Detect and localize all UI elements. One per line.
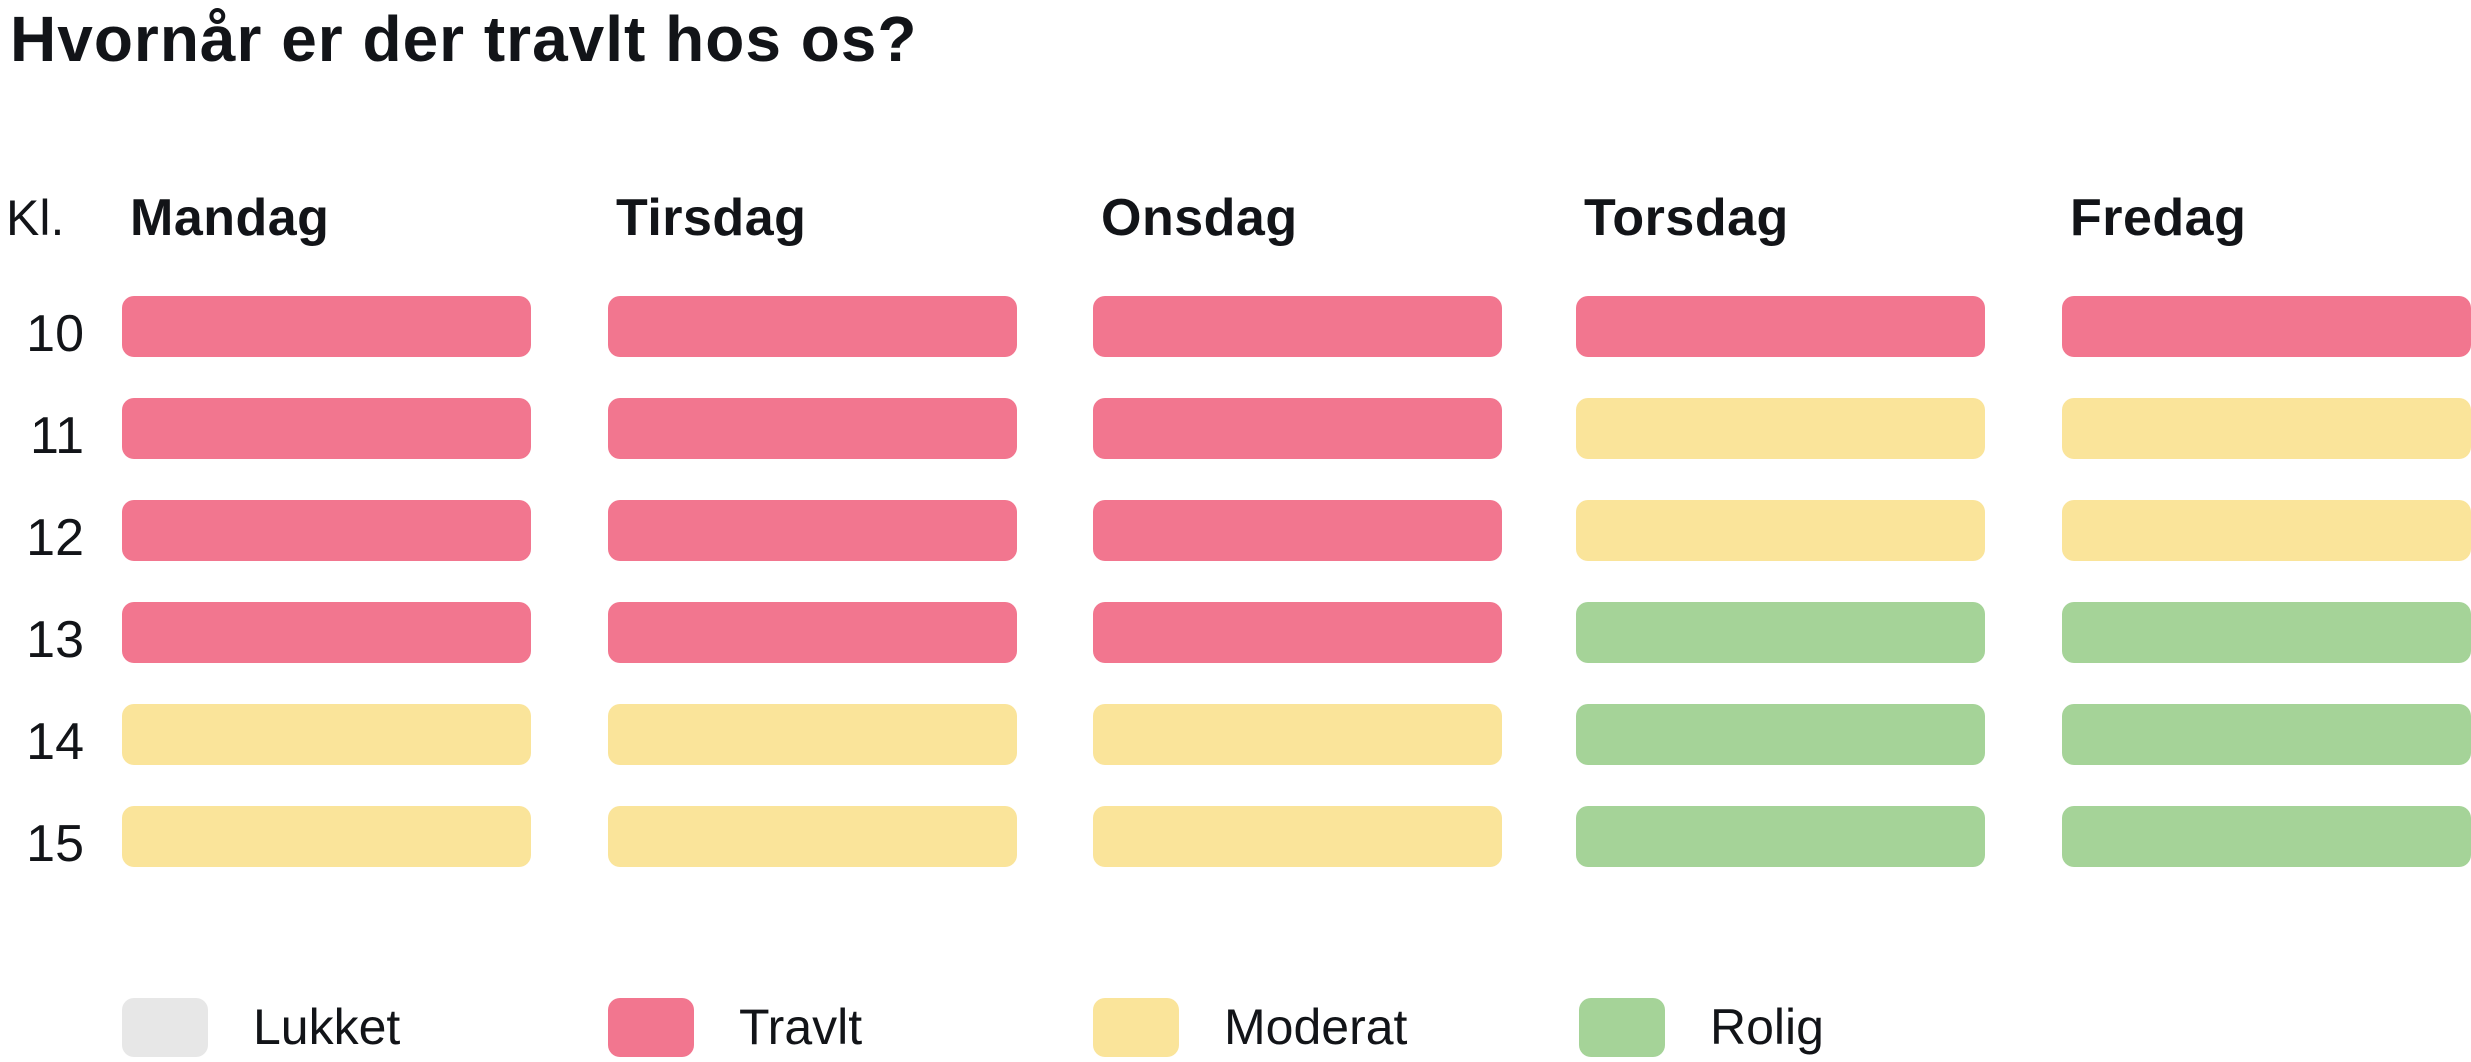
cell-fredag-10-travlt bbox=[2062, 296, 2471, 357]
cell-torsdag-11-moderat bbox=[1576, 398, 1985, 459]
cell-onsdag-11-travlt bbox=[1093, 398, 1502, 459]
cell-tirsdag-14-moderat bbox=[608, 704, 1017, 765]
cell-fredag-14-rolig bbox=[2062, 704, 2471, 765]
cell-onsdag-14-moderat bbox=[1093, 704, 1502, 765]
cell-fredag-11-moderat bbox=[2062, 398, 2471, 459]
cell-onsdag-12-travlt bbox=[1093, 500, 1502, 561]
hour-label-10: 10 bbox=[26, 305, 84, 363]
cell-tirsdag-15-moderat bbox=[608, 806, 1017, 867]
cell-tirsdag-11-travlt bbox=[608, 398, 1017, 459]
cell-mandag-10-travlt bbox=[122, 296, 531, 357]
day-header-tirsdag: Tirsdag bbox=[616, 189, 807, 247]
cell-torsdag-13-rolig bbox=[1576, 602, 1985, 663]
cell-torsdag-14-rolig bbox=[1576, 704, 1985, 765]
cell-mandag-15-moderat bbox=[122, 806, 531, 867]
page-title: Hvornår er der travlt hos os? bbox=[10, 3, 918, 75]
cell-onsdag-13-travlt bbox=[1093, 602, 1502, 663]
legend-swatch-travlt bbox=[608, 998, 694, 1057]
cell-mandag-13-travlt bbox=[122, 602, 531, 663]
legend-swatch-lukket bbox=[122, 998, 208, 1057]
cell-tirsdag-10-travlt bbox=[608, 296, 1017, 357]
hour-label-12: 12 bbox=[26, 509, 84, 567]
legend-swatch-rolig bbox=[1579, 998, 1665, 1057]
cell-torsdag-15-rolig bbox=[1576, 806, 1985, 867]
cell-onsdag-15-moderat bbox=[1093, 806, 1502, 867]
day-header-onsdag: Onsdag bbox=[1101, 189, 1298, 247]
cell-torsdag-12-moderat bbox=[1576, 500, 1985, 561]
legend-swatch-moderat bbox=[1093, 998, 1179, 1057]
cell-tirsdag-12-travlt bbox=[608, 500, 1017, 561]
cell-fredag-13-rolig bbox=[2062, 602, 2471, 663]
day-header-mandag: Mandag bbox=[130, 189, 330, 247]
hour-label-13: 13 bbox=[26, 611, 84, 669]
cell-onsdag-10-travlt bbox=[1093, 296, 1502, 357]
day-header-torsdag: Torsdag bbox=[1584, 189, 1789, 247]
cell-tirsdag-13-travlt bbox=[608, 602, 1017, 663]
cell-mandag-11-travlt bbox=[122, 398, 531, 459]
cell-fredag-12-moderat bbox=[2062, 500, 2471, 561]
cell-mandag-12-travlt bbox=[122, 500, 531, 561]
cell-fredag-15-rolig bbox=[2062, 806, 2471, 867]
hour-label-11: 11 bbox=[30, 407, 84, 465]
hour-label-14: 14 bbox=[26, 713, 84, 771]
cell-torsdag-10-travlt bbox=[1576, 296, 1985, 357]
cell-mandag-14-moderat bbox=[122, 704, 531, 765]
hour-column-header: Kl. bbox=[6, 190, 65, 246]
legend-label-lukket: Lukket bbox=[253, 999, 401, 1055]
legend-label-moderat: Moderat bbox=[1224, 999, 1408, 1055]
legend-label-rolig: Rolig bbox=[1710, 999, 1824, 1055]
day-header-fredag: Fredag bbox=[2070, 189, 2247, 247]
legend-label-travlt: Travlt bbox=[739, 999, 863, 1055]
hour-label-15: 15 bbox=[26, 815, 84, 873]
